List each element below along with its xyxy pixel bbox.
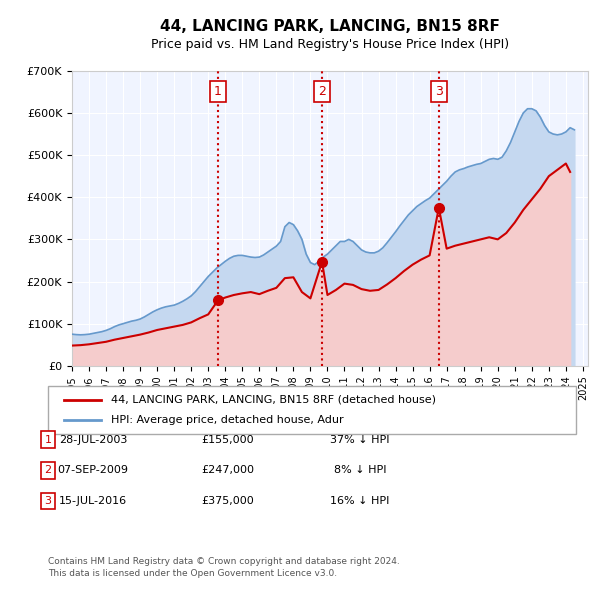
Text: 1: 1 xyxy=(214,85,222,98)
Text: 8% ↓ HPI: 8% ↓ HPI xyxy=(334,466,386,475)
Text: 07-SEP-2009: 07-SEP-2009 xyxy=(58,466,128,475)
Text: £375,000: £375,000 xyxy=(202,496,254,506)
FancyBboxPatch shape xyxy=(48,386,576,434)
Text: 15-JUL-2016: 15-JUL-2016 xyxy=(59,496,127,506)
Text: This data is licensed under the Open Government Licence v3.0.: This data is licensed under the Open Gov… xyxy=(48,569,337,578)
Text: £247,000: £247,000 xyxy=(202,466,254,475)
Text: 3: 3 xyxy=(44,496,52,506)
Text: 2: 2 xyxy=(44,466,52,475)
Text: 28-JUL-2003: 28-JUL-2003 xyxy=(59,435,127,444)
Text: 37% ↓ HPI: 37% ↓ HPI xyxy=(330,435,390,444)
Text: £155,000: £155,000 xyxy=(202,435,254,444)
Text: 2: 2 xyxy=(318,85,326,98)
Text: 3: 3 xyxy=(435,85,443,98)
Text: Contains HM Land Registry data © Crown copyright and database right 2024.: Contains HM Land Registry data © Crown c… xyxy=(48,557,400,566)
Text: 44, LANCING PARK, LANCING, BN15 8RF (detached house): 44, LANCING PARK, LANCING, BN15 8RF (det… xyxy=(112,395,436,405)
Text: Price paid vs. HM Land Registry's House Price Index (HPI): Price paid vs. HM Land Registry's House … xyxy=(151,38,509,51)
Text: 1: 1 xyxy=(44,435,52,444)
Text: 16% ↓ HPI: 16% ↓ HPI xyxy=(331,496,389,506)
Text: 44, LANCING PARK, LANCING, BN15 8RF: 44, LANCING PARK, LANCING, BN15 8RF xyxy=(160,19,500,34)
Text: HPI: Average price, detached house, Adur: HPI: Average price, detached house, Adur xyxy=(112,415,344,425)
